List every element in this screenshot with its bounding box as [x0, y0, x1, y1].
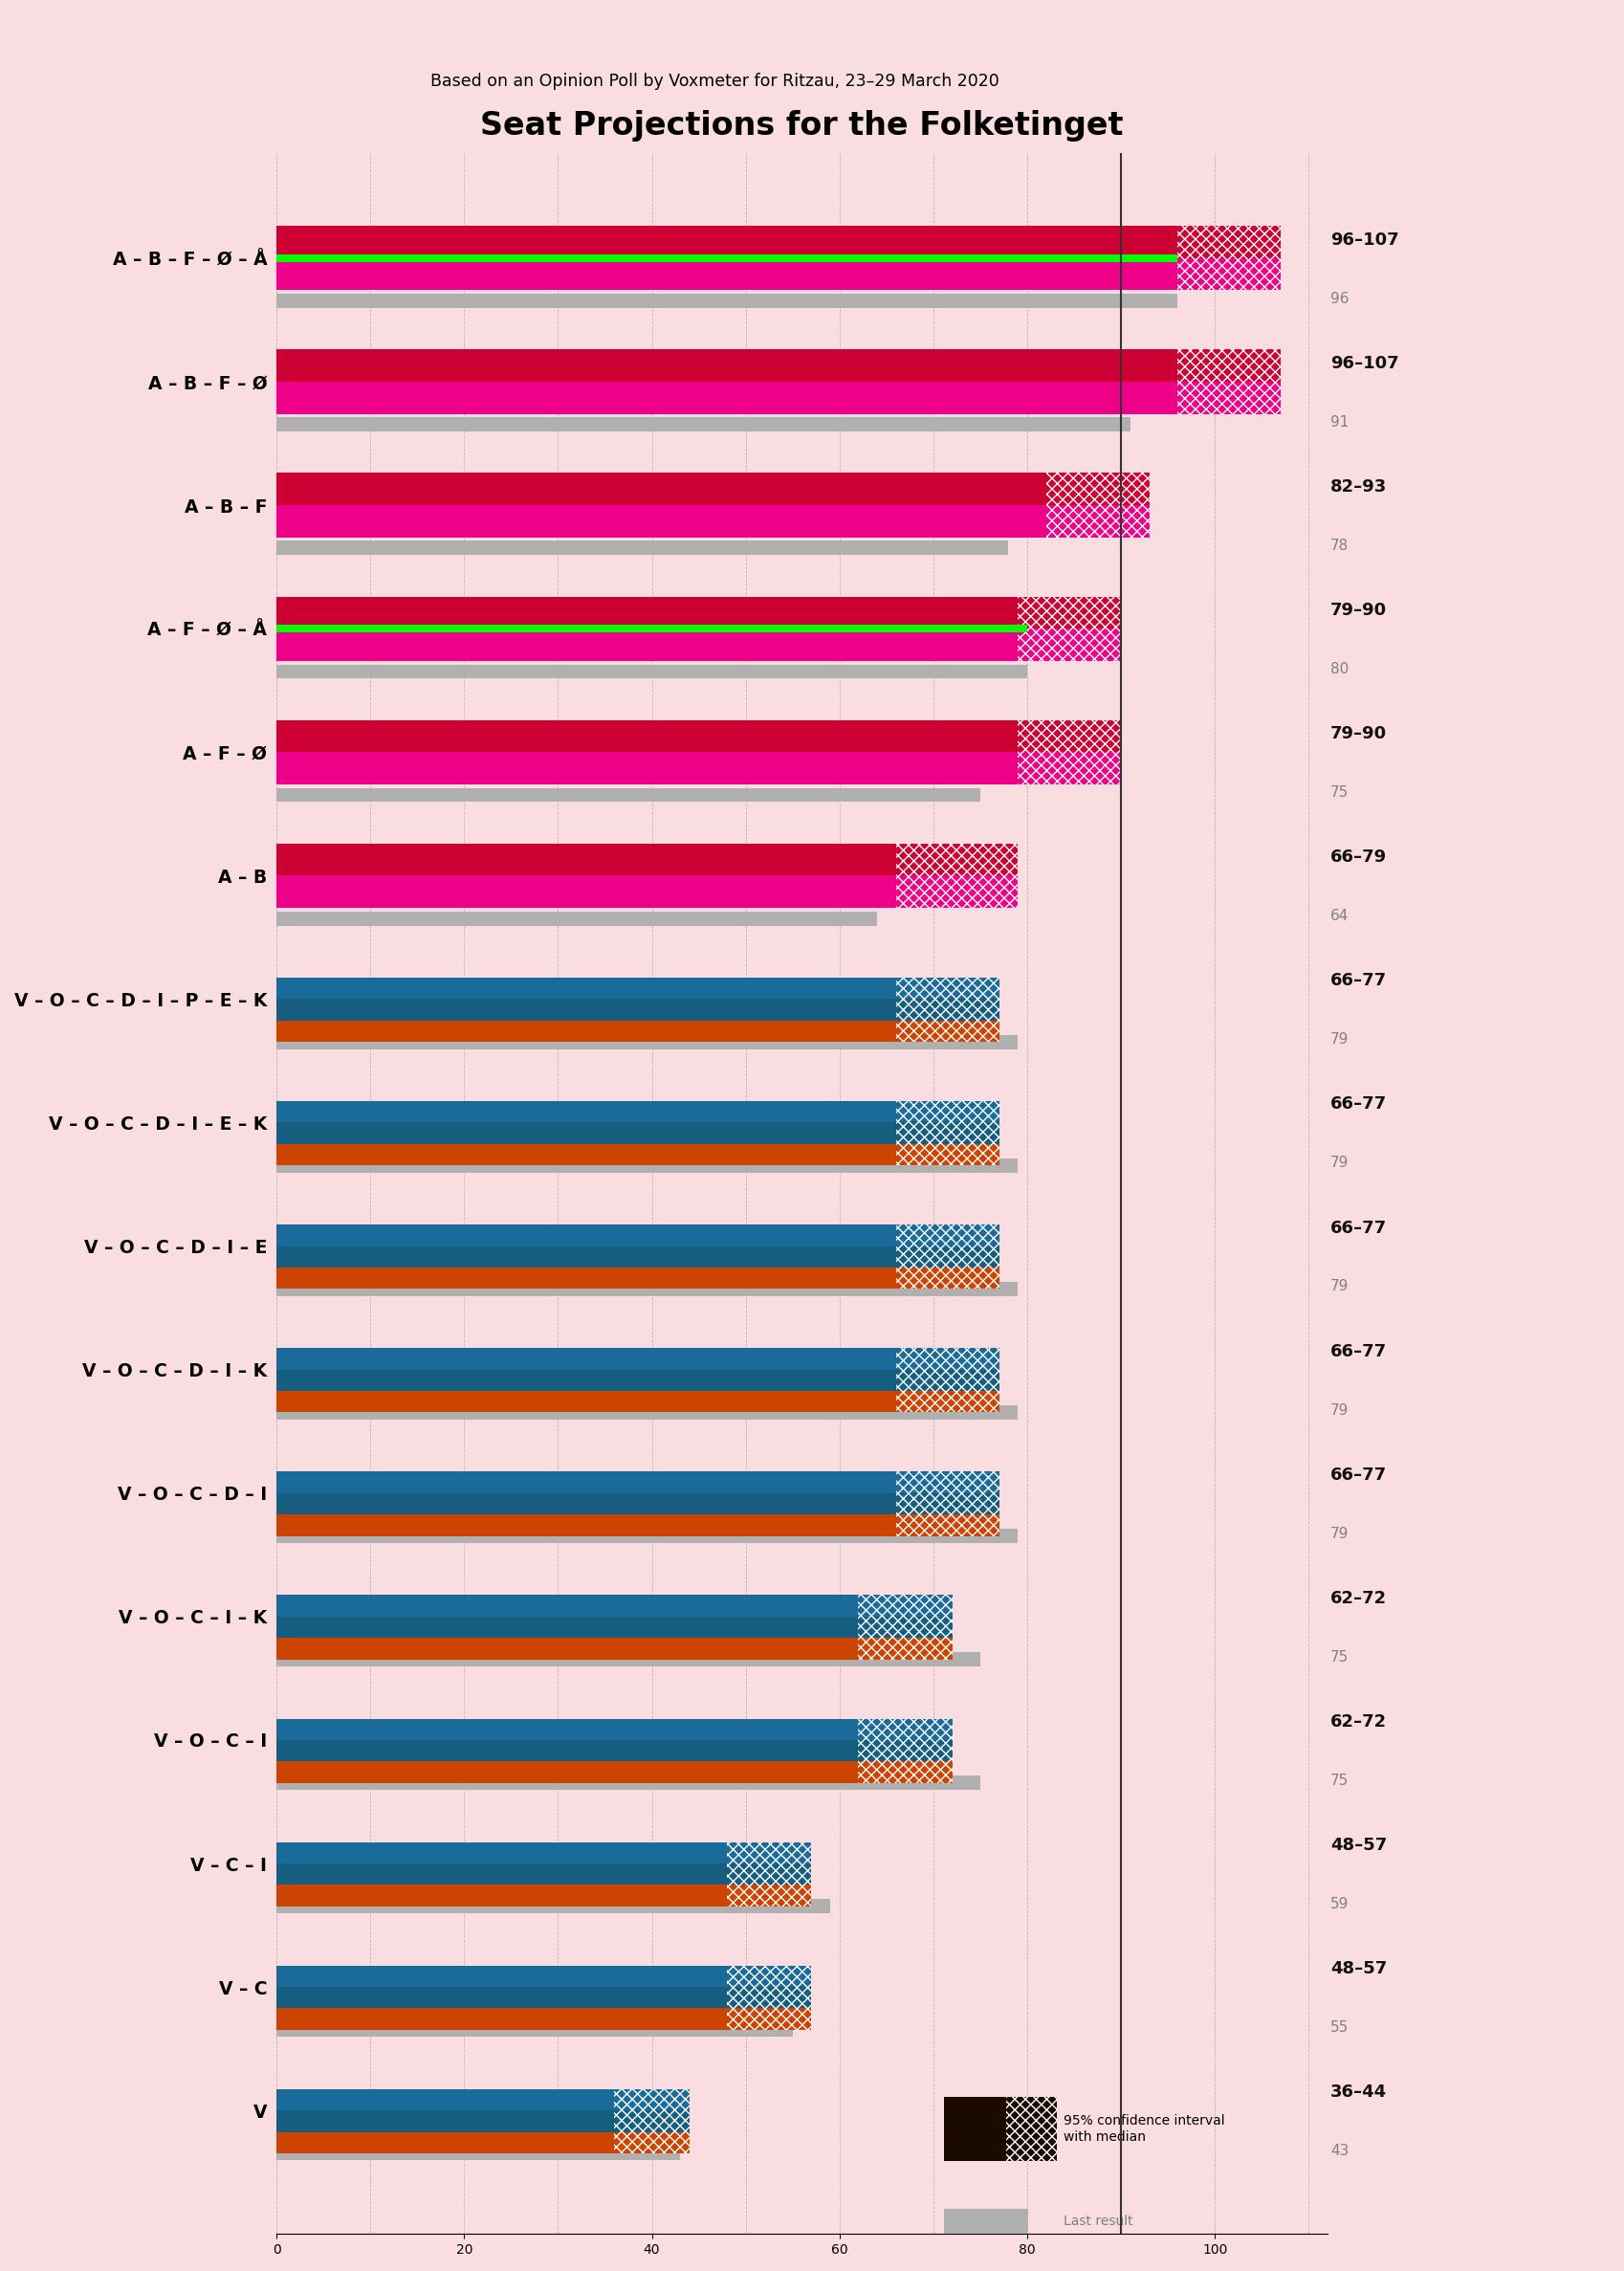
Text: 79: 79 [1330, 1033, 1348, 1047]
Text: 80: 80 [1330, 663, 1348, 677]
Text: 91: 91 [1330, 416, 1348, 429]
Text: 79–90: 79–90 [1330, 724, 1385, 743]
Text: 66–77: 66–77 [1330, 1467, 1385, 1483]
Title: Seat Projections for the Folketinget: Seat Projections for the Folketinget [481, 109, 1122, 141]
Text: 66–79: 66–79 [1330, 849, 1385, 865]
Text: 75: 75 [1330, 786, 1348, 799]
Text: 96–107: 96–107 [1330, 232, 1398, 248]
Bar [944, 2210, 1028, 2235]
Text: 62–72: 62–72 [1330, 1590, 1385, 1608]
Bar [1005, 2096, 1056, 2162]
Text: 55: 55 [1330, 2021, 1348, 2035]
Text: 64: 64 [1330, 908, 1348, 924]
Text: 66–77: 66–77 [1330, 1220, 1385, 1235]
Text: 79: 79 [1330, 1156, 1348, 1170]
Text: 82–93: 82–93 [1330, 479, 1387, 495]
Text: 62–72: 62–72 [1330, 1712, 1385, 1731]
Text: 79: 79 [1330, 1279, 1348, 1294]
Text: 48–57: 48–57 [1330, 1960, 1387, 1978]
Bar [944, 2096, 1005, 2162]
Text: 43: 43 [1330, 2144, 1348, 2157]
Text: 66–77: 66–77 [1330, 972, 1385, 990]
Text: 96–107: 96–107 [1330, 354, 1398, 372]
Text: 36–44: 36–44 [1330, 2083, 1385, 2101]
Text: 78: 78 [1330, 538, 1348, 552]
Text: Last result: Last result [1064, 2214, 1134, 2228]
Text: Based on an Opinion Poll by Voxmeter for Ritzau, 23–29 March 2020: Based on an Opinion Poll by Voxmeter for… [430, 73, 999, 91]
Text: 66–77: 66–77 [1330, 1095, 1385, 1113]
Text: 75: 75 [1330, 1651, 1348, 1665]
Text: 59: 59 [1330, 1896, 1348, 1912]
Text: 75: 75 [1330, 1774, 1348, 1787]
Text: 96: 96 [1330, 291, 1348, 307]
Text: 95% confidence interval
with median: 95% confidence interval with median [1064, 2114, 1224, 2144]
Text: 79: 79 [1330, 1403, 1348, 1417]
Text: 66–77: 66–77 [1330, 1342, 1385, 1360]
Text: 79: 79 [1330, 1526, 1348, 1540]
Text: 48–57: 48–57 [1330, 1837, 1387, 1853]
Text: 79–90: 79–90 [1330, 602, 1385, 620]
